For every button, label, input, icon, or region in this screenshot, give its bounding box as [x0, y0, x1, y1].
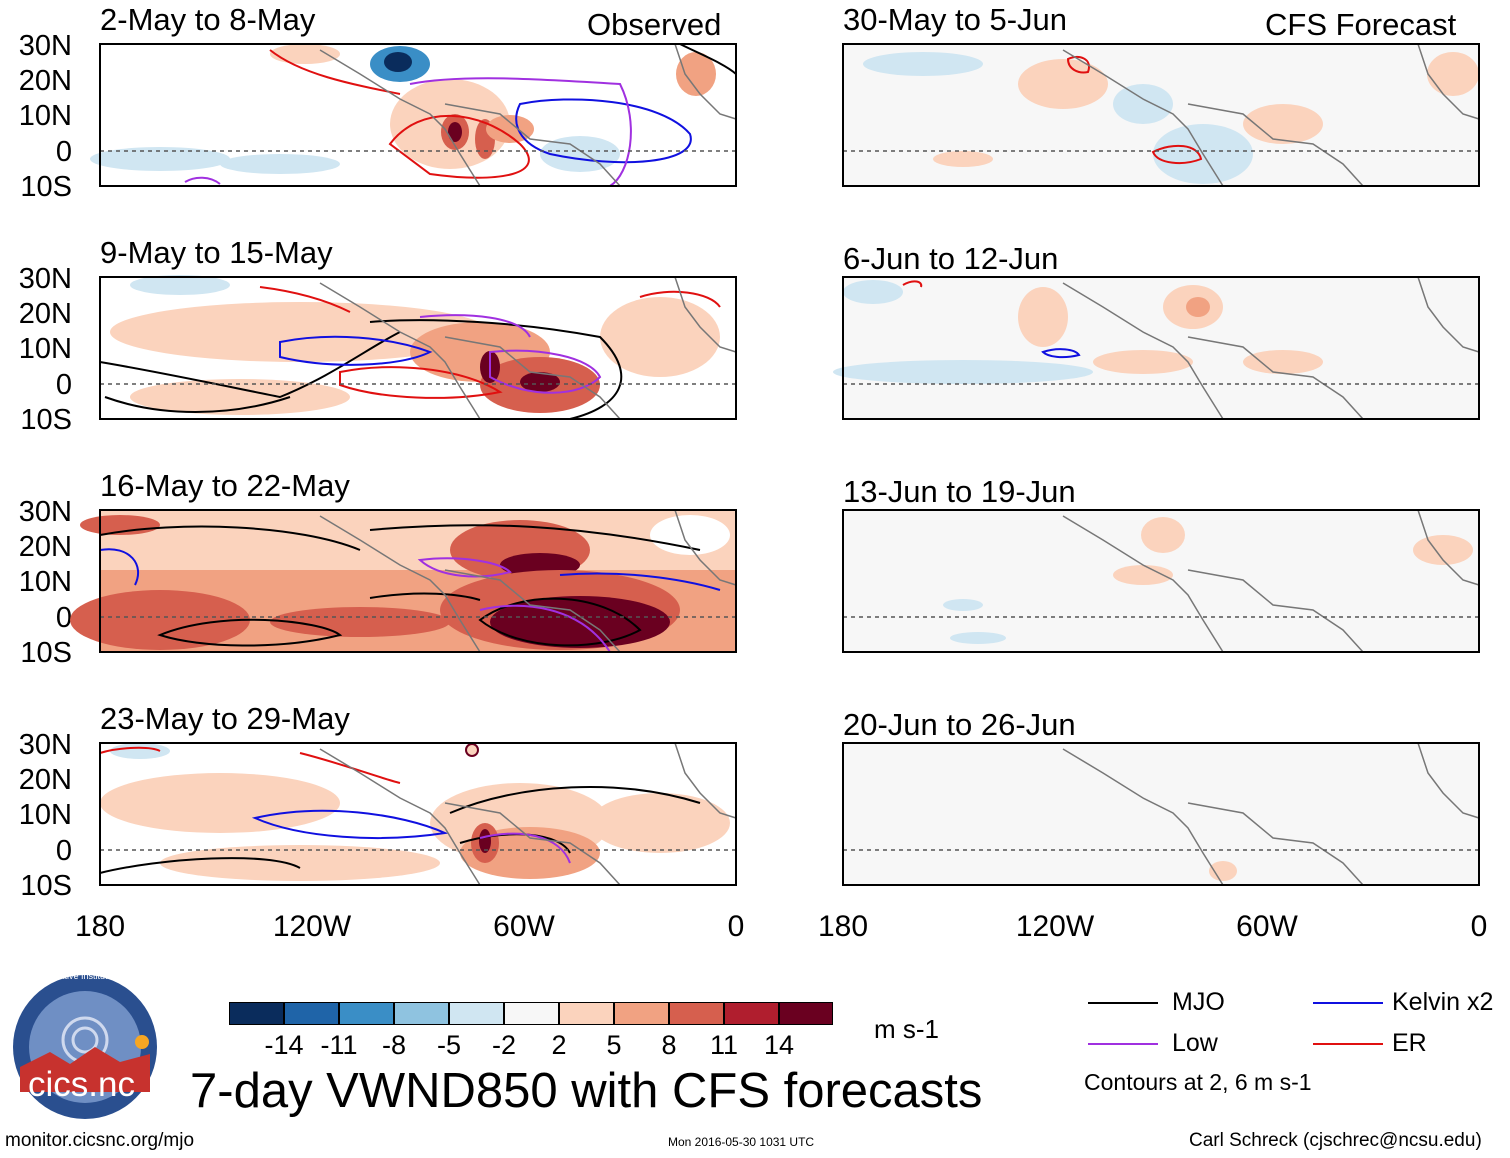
colorbar-label: 11 — [709, 1030, 739, 1060]
colorbar-swatch — [229, 1002, 284, 1025]
legend-label: ER — [1392, 1029, 1427, 1057]
lon-label: 180 — [74, 910, 126, 943]
colorbar-label: -2 — [491, 1030, 516, 1060]
footer-timestamp: Mon 2016-05-30 1031 UTC — [668, 1135, 815, 1149]
legend-note: Contours at 2, 6 m s-1 — [1084, 1069, 1312, 1095]
colorbar-swatch — [339, 1002, 394, 1025]
map-panel-observed-3 — [70, 509, 737, 653]
observed-panel-title: 16-May to 22-May — [100, 468, 350, 503]
lat-label: 30N — [18, 30, 72, 62]
colorbar-swatch — [449, 1002, 504, 1025]
map-panel-forecast-3 — [842, 509, 1480, 653]
colorbar-swatch — [284, 1002, 339, 1025]
colorbar-label: -14 — [264, 1030, 304, 1060]
forecast-panel-title: 13-Jun to 19-Jun — [843, 474, 1076, 509]
lon-label: 120W — [1015, 910, 1095, 943]
lat-label: 30N — [18, 263, 72, 295]
legend-line-low — [1088, 1043, 1158, 1045]
legend-line-kelvin — [1313, 1002, 1383, 1004]
observed-panel-title: 23-May to 29-May — [100, 701, 350, 736]
colorbar-label: 14 — [763, 1030, 795, 1060]
cics-logo: cics.nc Cooperative Institute for Climat… — [10, 972, 160, 1122]
map-panel-observed-2 — [99, 275, 737, 420]
lat-label: 0 — [55, 602, 72, 634]
lat-label: 0 — [55, 369, 72, 401]
colorbar-label: -5 — [436, 1030, 461, 1060]
legend-label: Low — [1172, 1029, 1218, 1057]
forecast-panel-title: 6-Jun to 12-Jun — [843, 241, 1059, 276]
lat-label: 30N — [18, 729, 72, 761]
colorbar-swatch — [779, 1002, 833, 1025]
colorbar — [229, 1002, 833, 1025]
colorbar-swatch — [614, 1002, 669, 1025]
lon-label: 180 — [817, 910, 869, 943]
footer-url: monitor.cicsnc.org/mjo — [5, 1130, 195, 1151]
colorbar-swatch — [394, 1002, 449, 1025]
observed-panel-title: 2-May to 8-May — [100, 2, 316, 37]
forecast-panel-title: 20-Jun to 26-Jun — [843, 707, 1076, 742]
legend-line-er — [1313, 1043, 1383, 1045]
main-title: 7-day VWND850 with CFS forecasts — [190, 1064, 983, 1118]
observed-header: Observed — [587, 7, 722, 42]
forecast-panel-title: 30-May to 5-Jun — [843, 2, 1067, 37]
lon-label: 0 — [1470, 910, 1488, 943]
map-panel-observed-1 — [90, 43, 737, 187]
footer-author: Carl Schreck (cjschrec@ncsu.edu) — [1189, 1130, 1482, 1151]
legend-label: Kelvin x2 — [1392, 988, 1494, 1016]
lat-label: 10S — [20, 404, 72, 436]
lat-label: 10N — [18, 566, 72, 598]
lat-label: 20N — [18, 531, 72, 563]
colorbar-label: 2 — [551, 1030, 567, 1060]
lat-label: 10S — [20, 870, 72, 902]
lon-label: 0 — [727, 910, 745, 943]
lon-label: 60W — [1236, 910, 1298, 943]
lon-label: 120W — [272, 910, 352, 943]
lat-label: 10N — [18, 100, 72, 132]
lat-label: 0 — [55, 136, 72, 168]
forecast-header: CFS Forecast — [1265, 7, 1457, 42]
colorbar-swatch — [724, 1002, 779, 1025]
lat-label: 20N — [18, 65, 72, 97]
lon-label: 60W — [493, 910, 555, 943]
map-panel-forecast-2 — [833, 276, 1480, 420]
colorbar-swatch — [559, 1002, 614, 1025]
map-panel-forecast-1 — [842, 43, 1480, 187]
lat-label: 0 — [55, 835, 72, 867]
colorbar-swatch — [669, 1002, 724, 1025]
colorbar-label: 5 — [606, 1030, 622, 1060]
lat-label: 20N — [18, 298, 72, 330]
colorbar-units: m s-1 — [874, 1014, 939, 1044]
lat-label: 10N — [18, 333, 72, 365]
cics-logo-graphic — [13, 975, 157, 1119]
map-panel-observed-4 — [99, 742, 737, 886]
colorbar-label: -8 — [381, 1030, 406, 1060]
legend-label: MJO — [1172, 988, 1225, 1016]
colorbar-label: 8 — [661, 1030, 677, 1060]
lat-label: 10S — [20, 637, 72, 669]
lat-label: 10N — [18, 799, 72, 831]
map-panel-forecast-4 — [842, 742, 1480, 886]
lat-label: 10S — [20, 171, 72, 203]
colorbar-label: -11 — [320, 1030, 358, 1060]
legend-line-mjo — [1088, 1002, 1158, 1004]
observed-panel-title: 9-May to 15-May — [100, 235, 333, 270]
colorbar-swatch — [504, 1002, 559, 1025]
logo-text: cics.nc — [28, 1065, 135, 1104]
logo-ring-text: Cooperative Institute for Climate and Sa… — [30, 972, 140, 981]
lat-label: 30N — [18, 496, 72, 528]
lat-label: 20N — [18, 764, 72, 796]
